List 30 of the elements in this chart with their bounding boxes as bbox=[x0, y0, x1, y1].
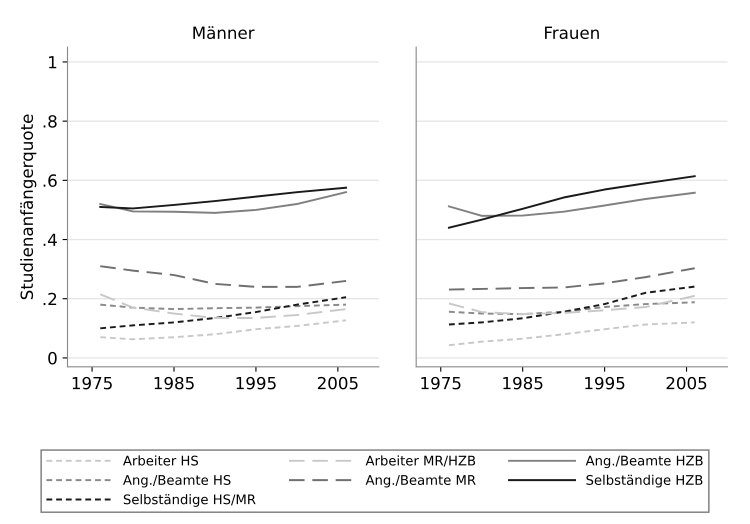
x-tick-label: 1985 bbox=[503, 376, 542, 390]
legend-label: Ang./Beamte HS bbox=[123, 474, 230, 488]
x-tick-label: 1975 bbox=[421, 376, 461, 390]
line-series bbox=[99, 296, 348, 330]
chart-title: Frauen bbox=[545, 26, 599, 40]
line-series bbox=[99, 319, 348, 340]
y-tick-label: .8 bbox=[44, 115, 57, 128]
x-tick-label: 2005 bbox=[318, 376, 358, 390]
x-tick-label: 1995 bbox=[585, 376, 624, 390]
y-tick-label: .6 bbox=[44, 174, 57, 187]
x-tick-label: 1995 bbox=[236, 376, 276, 390]
legend-label: Selbständige HS/MR bbox=[124, 494, 256, 507]
y-tick-label: 1 bbox=[49, 56, 56, 68]
x-tick-label: 1975 bbox=[72, 376, 112, 390]
y-tick-label: 0 bbox=[48, 352, 57, 364]
line-series bbox=[99, 265, 348, 288]
line-series bbox=[99, 191, 348, 214]
legend-label: Arbeiter HS bbox=[123, 455, 198, 466]
y-axis-title: Studienanfängerquote bbox=[20, 114, 36, 300]
x-tick-label: 1985 bbox=[154, 376, 194, 390]
y-tick-label: .2 bbox=[44, 292, 56, 306]
legend-label: Ang./Beamte HZB bbox=[586, 456, 703, 468]
legend-label: Arbeiter MR/HZB bbox=[366, 455, 476, 467]
y-tick-label: .4 bbox=[44, 234, 57, 246]
legend-label: Selbständige HZB bbox=[586, 474, 702, 488]
x-tick-label: 2005 bbox=[666, 376, 706, 390]
line-series bbox=[99, 293, 348, 319]
line-series bbox=[99, 186, 348, 210]
chart-title: Männer bbox=[193, 26, 255, 40]
legend-label: Ang./Beamte MR bbox=[366, 475, 476, 488]
